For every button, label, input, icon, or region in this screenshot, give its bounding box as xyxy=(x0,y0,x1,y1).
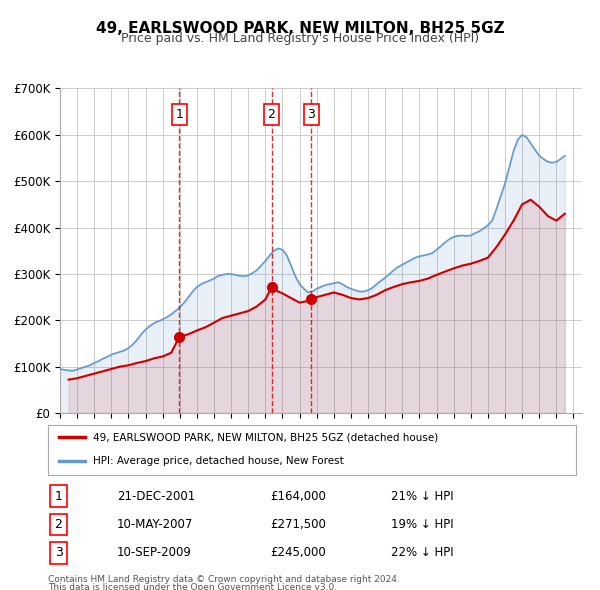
Text: £245,000: £245,000 xyxy=(270,546,326,559)
Text: 21-DEC-2001: 21-DEC-2001 xyxy=(116,490,195,503)
Text: 1: 1 xyxy=(175,108,183,121)
Text: 49, EARLSWOOD PARK, NEW MILTON, BH25 5GZ (detached house): 49, EARLSWOOD PARK, NEW MILTON, BH25 5GZ… xyxy=(93,432,438,442)
Text: This data is licensed under the Open Government Licence v3.0.: This data is licensed under the Open Gov… xyxy=(48,583,337,590)
Text: 49, EARLSWOOD PARK, NEW MILTON, BH25 5GZ: 49, EARLSWOOD PARK, NEW MILTON, BH25 5GZ xyxy=(95,21,505,35)
Text: 1: 1 xyxy=(55,490,62,503)
Text: £164,000: £164,000 xyxy=(270,490,326,503)
Text: 10-SEP-2009: 10-SEP-2009 xyxy=(116,546,191,559)
Text: £271,500: £271,500 xyxy=(270,518,326,531)
Text: 10-MAY-2007: 10-MAY-2007 xyxy=(116,518,193,531)
Text: 21% ↓ HPI: 21% ↓ HPI xyxy=(391,490,454,503)
Text: 22% ↓ HPI: 22% ↓ HPI xyxy=(391,546,454,559)
Text: 3: 3 xyxy=(55,546,62,559)
Text: Price paid vs. HM Land Registry's House Price Index (HPI): Price paid vs. HM Land Registry's House … xyxy=(121,32,479,45)
Text: 2: 2 xyxy=(268,108,275,121)
Text: HPI: Average price, detached house, New Forest: HPI: Average price, detached house, New … xyxy=(93,456,344,466)
Text: 19% ↓ HPI: 19% ↓ HPI xyxy=(391,518,454,531)
Text: Contains HM Land Registry data © Crown copyright and database right 2024.: Contains HM Land Registry data © Crown c… xyxy=(48,575,400,584)
Text: 3: 3 xyxy=(307,108,316,121)
Text: 2: 2 xyxy=(55,518,62,531)
